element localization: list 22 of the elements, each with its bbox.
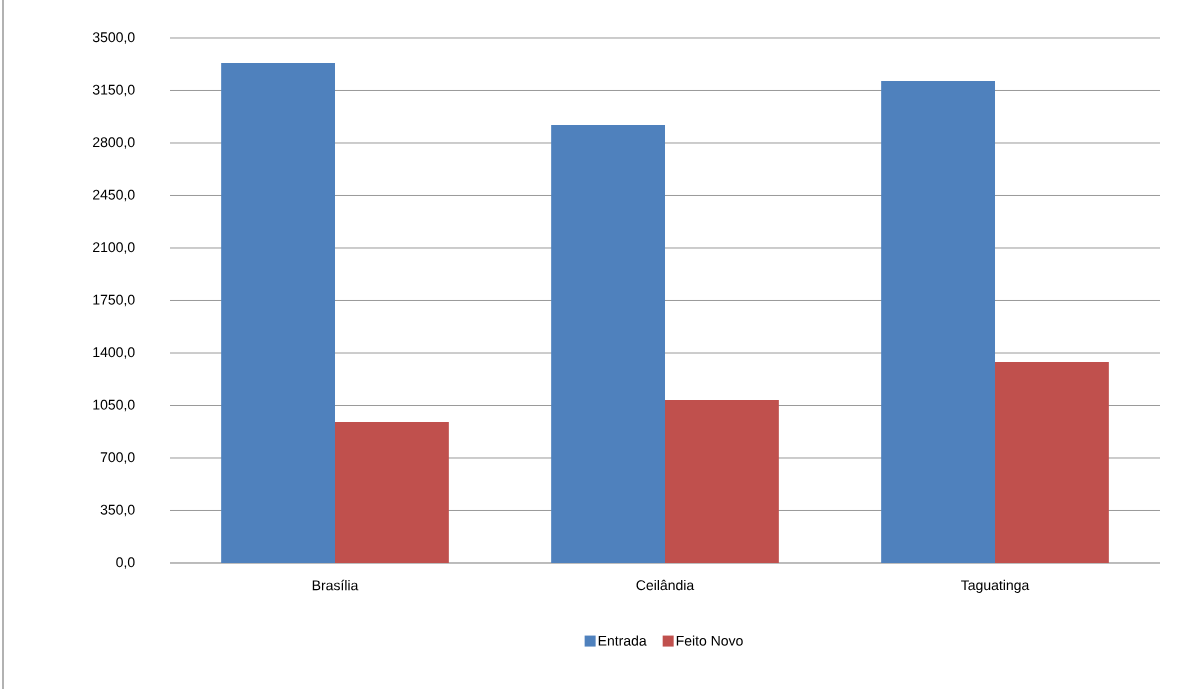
y-tick-label: 2450,0 [93, 189, 135, 202]
bar [335, 422, 449, 563]
y-tick-label: 1750,0 [93, 294, 135, 307]
bar [881, 81, 996, 563]
y-tick-label: 2800,0 [93, 137, 135, 149]
bar [995, 362, 1109, 563]
x-tick-label: Brasília [312, 579, 359, 591]
y-tick-label: 1050,0 [93, 399, 135, 412]
x-tick-label: Taguatinga [961, 579, 1030, 593]
bar [221, 63, 335, 563]
y-tick-label: 0,0 [116, 557, 135, 569]
y-tick-label: 1400,0 [93, 347, 135, 359]
y-tick-label: 350,0 [100, 504, 135, 517]
bar [665, 399, 779, 563]
bar [551, 125, 665, 563]
y-tick-label: 3150,0 [92, 84, 135, 97]
legend-label: Feito Novo [676, 635, 743, 646]
legend-label: Entrada [598, 635, 647, 646]
x-tick-label: Ceilândia [636, 579, 695, 591]
y-tick-label: 3500,0 [92, 32, 135, 44]
y-tick-label: 2100,0 [93, 242, 135, 254]
y-tick-label: 700,0 [100, 452, 135, 464]
